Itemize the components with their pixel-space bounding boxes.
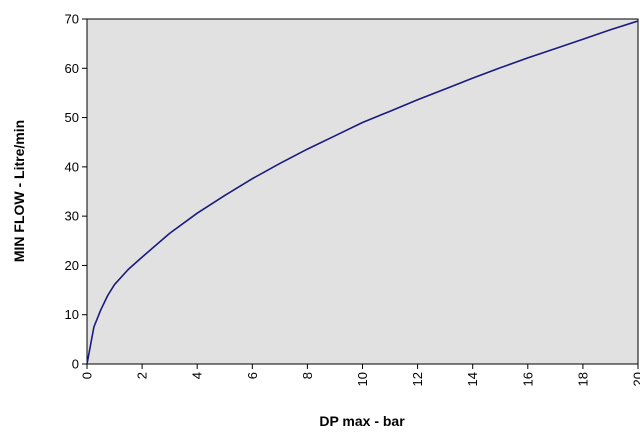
x-tick-label: 4 [190,372,205,379]
y-tick-label: 30 [65,209,79,224]
y-tick-label: 50 [65,110,79,125]
x-tick-label: 16 [520,372,535,386]
y-tick-label: 0 [72,357,79,372]
x-tick-label: 6 [245,372,260,379]
x-tick-label: 14 [465,372,480,386]
x-tick-label: 10 [355,372,370,386]
y-tick-label: 60 [65,61,79,76]
x-tick-label: 8 [300,372,315,379]
x-tick-label: 0 [80,372,95,379]
x-axis: 0 2 4 6 8 10 12 14 16 18 20 [80,364,640,386]
x-tick-label: 18 [575,372,590,386]
series-layer [86,20,639,365]
y-tick-label: 20 [65,258,79,273]
series-line [86,20,639,365]
y-tick-label: 40 [65,159,79,174]
plot-area [86,18,639,365]
x-axis-title: DP max - bar [319,413,405,429]
x-tick-label: 2 [135,372,150,379]
y-tick-label: 70 [65,12,79,27]
y-tick-label: 10 [65,307,79,322]
y-axis: 0 10 20 30 40 50 60 70 [65,12,87,372]
x-tick-label: 12 [410,372,425,386]
x-tick-label: 20 [631,372,640,386]
y-axis-title: MIN FLOW - Litre/min [11,120,27,262]
